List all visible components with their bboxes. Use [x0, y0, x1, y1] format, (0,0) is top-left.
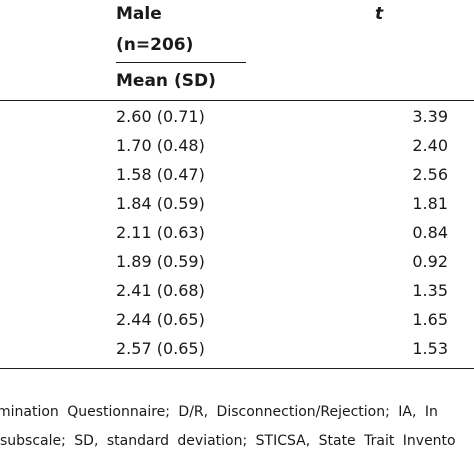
t-value-cell: 0.84	[412, 223, 448, 242]
t-value-cell: 1.65	[412, 310, 448, 329]
mean-sd-cell: 2.60 (0.71)	[116, 107, 205, 126]
table-row: 1.89 (0.59) 0.92	[0, 249, 474, 278]
column-header-t: t	[375, 4, 384, 24]
mean-sd-cell: 1.84 (0.59)	[116, 194, 205, 213]
column-header-mean-sd: Mean (SD)	[116, 71, 216, 91]
mean-sd-cell: 1.70 (0.48)	[116, 136, 205, 155]
t-value-cell: 1.35	[412, 281, 448, 300]
mean-sd-cell: 1.58 (0.47)	[116, 165, 205, 184]
t-value-cell: 1.53	[412, 339, 448, 358]
group-header-n: (n=206)	[116, 35, 194, 55]
mean-sd-cell: 2.11 (0.63)	[116, 223, 205, 242]
table-row: 1.70 (0.48) 2.40	[0, 133, 474, 162]
mean-sd-cell: 2.41 (0.68)	[116, 281, 205, 300]
mean-sd-cell: 1.89 (0.59)	[116, 252, 205, 271]
header-rule	[0, 100, 474, 101]
t-value-cell: 2.40	[412, 136, 448, 155]
table-row: 2.41 (0.68) 1.35	[0, 278, 474, 307]
table-row: 2.60 (0.71) 3.39	[0, 104, 474, 133]
t-value-cell: 3.39	[412, 107, 448, 126]
mean-sd-cell: 2.44 (0.65)	[116, 310, 205, 329]
table-row: 1.84 (0.59) 1.81	[0, 191, 474, 220]
t-value-cell: 2.56	[412, 165, 448, 184]
t-value-cell: 1.81	[412, 194, 448, 213]
table-row: 1.58 (0.47) 2.56	[0, 162, 474, 191]
table-row: 2.44 (0.65) 1.65	[0, 307, 474, 336]
footnote-line-1: mination Questionnaire; D/R, Disconnecti…	[0, 404, 438, 420]
group-underline	[116, 62, 246, 63]
table-body: 2.60 (0.71) 3.39 1.70 (0.48) 2.40 1.58 (…	[0, 104, 474, 365]
table-row: 2.57 (0.65) 1.53	[0, 336, 474, 365]
t-value-cell: 0.92	[412, 252, 448, 271]
footnote-line-2: subscale; SD, standard deviation; STICSA…	[0, 433, 456, 449]
footer-rule	[0, 368, 474, 369]
group-header-male: Male	[116, 4, 162, 24]
table-row: 2.11 (0.63) 0.84	[0, 220, 474, 249]
mean-sd-cell: 2.57 (0.65)	[116, 339, 205, 358]
